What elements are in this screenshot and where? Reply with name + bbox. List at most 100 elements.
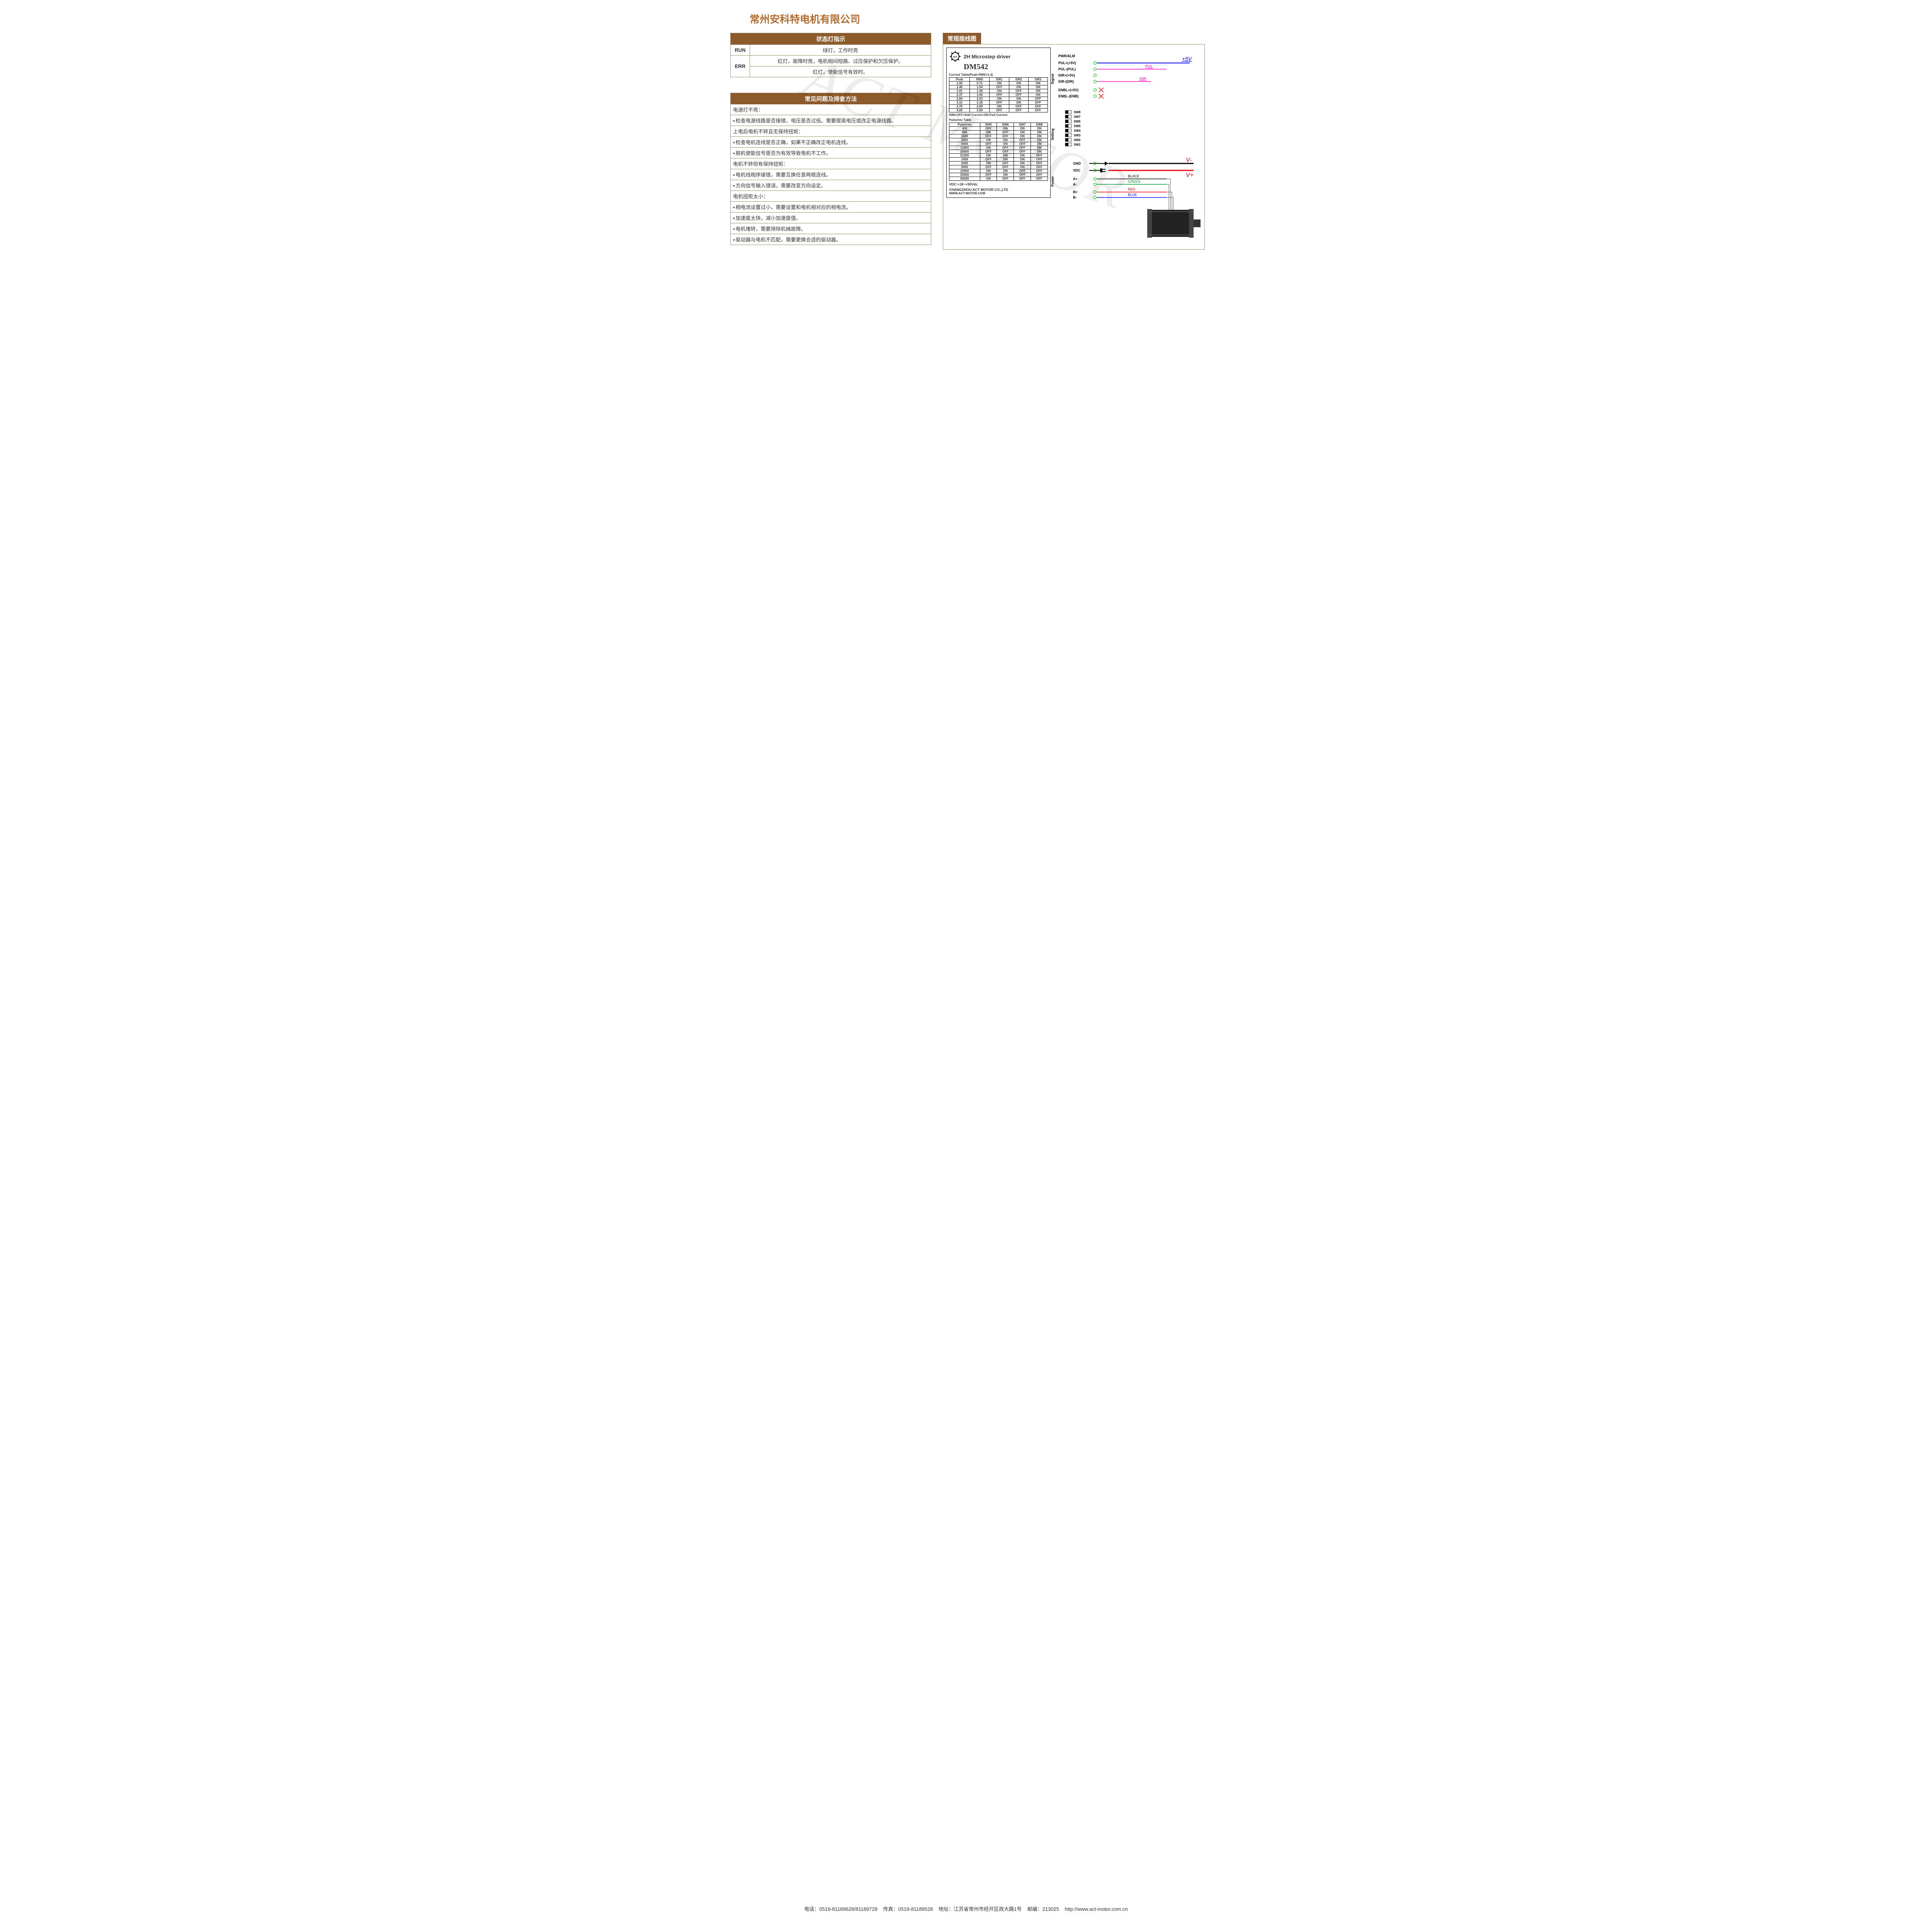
label-red: RED — [1128, 187, 1136, 191]
current-table-caption: Current Table(Peak=RMS×1.4) — [949, 73, 1048, 77]
wiring-header: 常规接线图 — [943, 33, 981, 44]
signal-terminal-label: PUL-(PUL) — [1058, 67, 1076, 71]
terminal-dot — [1094, 68, 1097, 71]
signal-terminal-label: ENBL-(ENB) — [1058, 94, 1079, 98]
label-dir: DIR — [1139, 77, 1146, 81]
footer-fax: 0519-81189528 — [898, 1906, 933, 1912]
faq-answer: 加速度太快，减小加速度值。 — [731, 213, 931, 223]
power-terminal-label: VDC — [1073, 168, 1081, 172]
power-terminal-label: A+ — [1073, 177, 1078, 181]
faq-answer: 电机堵转，需要排除机械故障。 — [731, 223, 931, 234]
led-row-err-label: ERR — [731, 56, 750, 77]
power-side-label: Power — [1051, 176, 1054, 187]
sw-label: SW5 — [1074, 124, 1081, 128]
faq-header: 常见问题及排查方法 — [731, 93, 931, 104]
led-status-table: 状态灯指示 RUN 绿灯，工作时亮 ERR 红灯，故障时亮，电机相间短路、过压保… — [730, 33, 931, 77]
gnd-arrow-icon — [1089, 162, 1109, 165]
brand-text: ACT — [953, 56, 957, 58]
sw-label: SW6 — [1074, 120, 1081, 123]
driver-label-block: ACT 2H Microstep driver DM542 Current Ta… — [946, 48, 1051, 198]
footer-addr-label: 地址： — [939, 1906, 954, 1912]
wiring-diagram-svg: PWR/ALM PUL+(+5V) PUL-(PUL) DIR+(+5V) DIR-(D… — [1051, 48, 1201, 245]
sw-label: SW1 — [1074, 143, 1081, 146]
footer: 电话：0519-81189628/81189728 传真：0519-811895… — [0, 1905, 1932, 1912]
faq-section: 常见问题及排查方法 电源灯不亮：检查电源线路是否接错，电压是否过低。需要提高电压… — [730, 93, 931, 245]
enbl-nc-icon — [1099, 88, 1104, 99]
label-5v: +5V — [1182, 56, 1192, 62]
pulse-table-caption: Pulse/rev Table — [949, 118, 1048, 122]
label-blue: BLUE — [1128, 193, 1137, 197]
faq-question: 电机不转但有保持扭矩： — [731, 158, 931, 169]
led-row-run-label: RUN — [731, 45, 750, 56]
right-column: 常规接线图 — [943, 33, 1205, 250]
footer-zip-label: 邮编： — [1027, 1906, 1043, 1912]
driver-model: DM542 — [964, 63, 1048, 71]
label-vminus: V- — [1186, 157, 1192, 163]
power-terminal-label: GND — [1073, 162, 1081, 165]
sw-label: SW4 — [1074, 129, 1081, 133]
led-row-run-desc: 绿灯，工作时亮 — [750, 45, 931, 56]
label-green: GREEN — [1128, 180, 1140, 184]
signal-terminal-label: DIR+(+5V) — [1058, 73, 1075, 77]
footer-addr: 江苏省常州市经开区政大路1号 — [954, 1906, 1022, 1912]
terminal-dot — [1094, 80, 1097, 83]
footer-phone: 0519-81189628/81189728 — [819, 1906, 878, 1912]
power-terminal-label: B- — [1073, 196, 1077, 199]
terminal-dots — [1094, 62, 1097, 199]
manufacturer: CHANGZHOU ACT MOTOR CO.,LTD — [949, 188, 1048, 192]
terminal-dot — [1094, 196, 1097, 199]
signal-terminal-label: ENBL+(+5V) — [1058, 88, 1078, 92]
faq-answer: 电机线相序接错，需要互换任意两根连线。 — [731, 169, 931, 180]
power-terminal-label: B+ — [1073, 190, 1078, 194]
footer-zip: 213025 — [1043, 1906, 1059, 1912]
signal-side-label: Signal — [1051, 74, 1054, 84]
faq-answer: 检查电源线路是否接错，电压是否过低。需要提高电压或改正电源线路。 — [731, 115, 931, 126]
vdc-plug-icon — [1089, 168, 1105, 172]
sw-label: SW2 — [1074, 138, 1081, 142]
sw-label: SW7 — [1074, 115, 1081, 119]
terminal-dot — [1094, 191, 1097, 194]
half-current-note: SW4:OFF=Half Current ON=Full Current — [949, 113, 1048, 117]
wiring-diagram-frame: ACT 2H Microstep driver DM542 Current Ta… — [943, 44, 1205, 250]
signal-terminal-label: PWR/ALM — [1058, 54, 1075, 58]
faq-answer: 脱机使能信号是否为有效导致电机不工作。 — [731, 148, 931, 158]
led-row-err-desc-1: 红灯，使能信号有效时。 — [750, 66, 931, 77]
left-column: 状态灯指示 RUN 绿灯，工作时亮 ERR 红灯，故障时亮，电机相间短路、过压保… — [730, 33, 931, 245]
pulse-table: Pulse/revSW5SW6SW7SW8400OFFONONON800ONOF… — [949, 122, 1048, 181]
motor-cable-bundle — [1167, 179, 1173, 210]
footer-phone-label: 电话： — [804, 1906, 819, 1912]
manufacturer-url: WWW.ACT-MOTOR.COM — [949, 192, 1048, 195]
terminal-dot — [1094, 178, 1097, 180]
driver-title: 2H Microstep driver — [964, 54, 1010, 60]
signal-terminal-label: PUL+(+5V) — [1058, 61, 1076, 65]
terminal-dot — [1094, 74, 1097, 77]
terminal-dot — [1094, 62, 1097, 65]
current-table: PeakRMSSW1SW2SW31.000.71ONONON1.461.04OF… — [949, 77, 1048, 112]
label-black: BLACK — [1128, 174, 1139, 178]
sw-label: SW3 — [1074, 134, 1081, 137]
setting-side-label: Setting — [1051, 129, 1054, 141]
footer-fax-label: 传真： — [883, 1906, 898, 1912]
terminal-dot — [1094, 183, 1097, 186]
label-pul: PUL — [1145, 65, 1153, 69]
faq-question: 电源灯不亮： — [731, 104, 931, 115]
led-row-err-desc-0: 红灯，故障时亮，电机相间短路、过压保护和欠压保护。 — [750, 56, 931, 66]
terminal-dot — [1094, 95, 1097, 98]
sw-label: SW8 — [1074, 111, 1081, 114]
faq-answer: 检查电机连线是否正确，如果不正确改正电机连线。 — [731, 137, 931, 148]
faq-answer: 方向信号输入错误，需要改变方向设定。 — [731, 180, 931, 191]
vdc-range: VDC:+18~+50Vdc — [949, 182, 1048, 186]
power-terminal-label: A- — [1073, 182, 1077, 186]
faq-question: 电机扭矩太小： — [731, 191, 931, 202]
faq-question: 上电后电机不转且无保持扭矩： — [731, 126, 931, 137]
signal-terminal-label: DIR-(DIR) — [1058, 80, 1074, 83]
faq-answer: 驱动器与电机不匹配，需要更换合适的驱动器。 — [731, 234, 931, 245]
led-table-header: 状态灯指示 — [731, 33, 931, 45]
gear-logo-icon: ACT — [949, 51, 961, 62]
motor-icon — [1147, 209, 1201, 238]
terminal-dot — [1094, 89, 1097, 92]
footer-url: http://www.act-motor.com.cn — [1065, 1906, 1128, 1912]
company-title: 常州安科特电机有限公司 — [750, 12, 1202, 26]
label-vplus: V+ — [1186, 172, 1194, 179]
faq-answer: 相电流设置过小，需要设置和电机相对应的相电流。 — [731, 202, 931, 213]
